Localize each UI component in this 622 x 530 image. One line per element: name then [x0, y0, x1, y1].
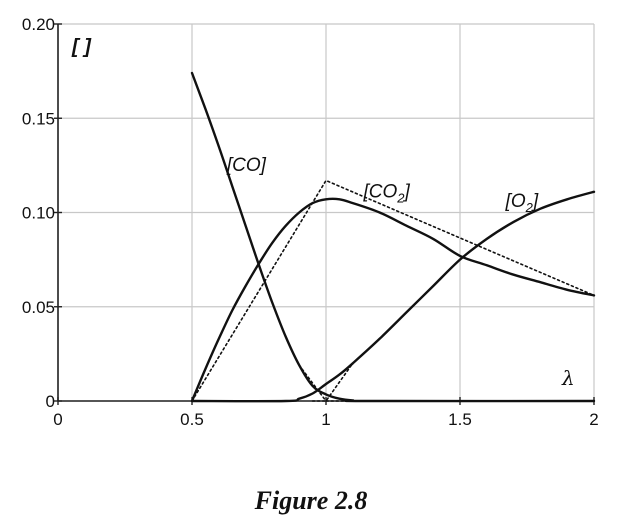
- x-tick-label-3: 1.5: [448, 410, 472, 429]
- series-line-5: [311, 362, 354, 402]
- axes: [54, 23, 595, 405]
- series-label-1: [CO2]: [363, 181, 411, 205]
- series-line-1: [190, 197, 596, 403]
- x-tick-label-2: 1: [321, 410, 330, 429]
- y-tick-label-0: 0: [46, 392, 55, 411]
- y-tick-label-2: 0.10: [22, 204, 55, 223]
- x-tick-label-1: 0.5: [180, 410, 204, 429]
- series-line-4: [298, 364, 354, 402]
- x-tick-label-4: 2: [589, 410, 598, 429]
- series-line-3: [191, 179, 595, 402]
- tick-labels: 0 0.5 1 1.5 2 0 0.05 0.10 0.15 0.20: [22, 15, 599, 429]
- y-tick-label-4: 0.20: [22, 15, 55, 34]
- x-symbol-label: λ: [561, 366, 575, 390]
- series-label-0: [CO]: [226, 155, 267, 176]
- x-tick-label-0: 0: [53, 410, 62, 429]
- series-line-2: [190, 190, 596, 403]
- series-label-2: [O2]: [505, 191, 539, 215]
- series-labels: [CO] [CO2] [O2]: [226, 155, 539, 215]
- series-line-0: [190, 71, 596, 403]
- y-tick-label-1: 0.05: [22, 298, 55, 317]
- grid: [57, 23, 595, 402]
- y-unit-label: [ ]: [71, 36, 92, 58]
- figure-caption: Figure 2.8: [254, 486, 368, 515]
- y-tick-label-3: 0.15: [22, 109, 55, 128]
- series-group: [190, 71, 596, 403]
